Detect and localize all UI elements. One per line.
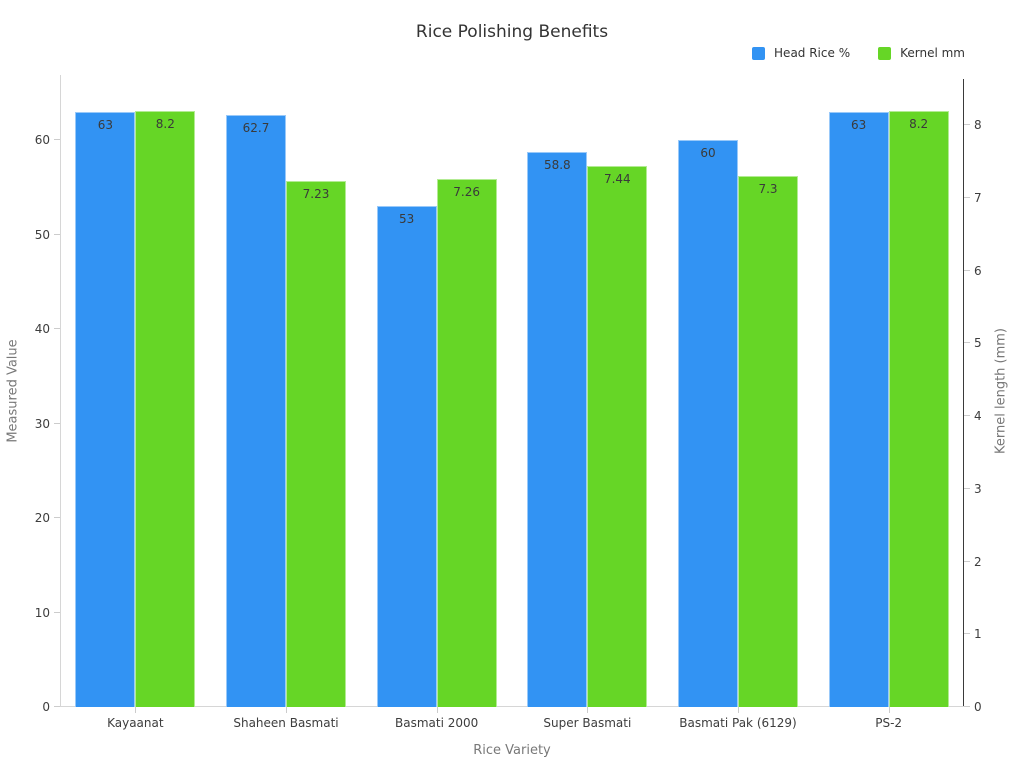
legend-label-head-rice: Head Rice % [774,46,851,60]
y-axis-right-tick-label: 1 [974,627,982,642]
bar-kernel-mm: 7.26 [436,179,497,707]
plot-area: 0 10 20 30 40 50 60 0 1 2 3 4 5 6 7 8 63 8.2 Kayaanat 62.7 7… [35,75,982,730]
bar-kernel-mm: 7.44 [587,165,648,707]
legend-label-kernel-mm: Kernel mm [900,46,965,60]
y-axis-left-tick-label: 40 [34,322,50,337]
x-axis-title: Rice Variety [473,743,551,758]
y-axis-right-tick [964,415,970,417]
y-axis-right-tick-label: 2 [974,554,982,569]
bar-kernel-mm: 8.2 [888,110,949,707]
x-axis-category-label: Kayaanat [107,716,164,730]
y-axis-left-tick [54,328,60,330]
y-axis-left-tick [54,422,60,424]
y-axis-right-tick-label: 0 [974,700,982,714]
bar-value-label: 62.7 [242,120,270,135]
x-axis-tick [738,707,739,713]
bar-value-label: 63 [851,117,867,132]
y-axis-right-tick-label: 7 [974,190,982,205]
y-axis-right-tick-label: 4 [974,409,982,424]
bar-value-label: 8.2 [909,116,929,131]
x-axis-category-label: Shaheen Basmati [233,716,339,730]
x-axis-tick [587,707,589,713]
legend: Head Rice % Kernel mm [752,46,965,60]
bar-value-label: 53 [399,212,415,227]
bar-value-label: 60 [700,146,716,161]
x-axis-tick [436,707,438,713]
y-axis-right-tick [964,124,970,126]
y-axis-left-tick [54,233,60,235]
bar-value-label: 7.44 [603,171,631,186]
chart-title: Rice Polishing Benefits [415,22,609,42]
bar-head-rice: 62.7 [226,114,286,707]
y-axis-right-spine [963,79,964,707]
x-axis-tick [888,707,890,713]
legend-item-kernel-mm: Kernel mm [878,46,965,60]
y-axis-right-tick [964,269,970,271]
y-axis-left-tick [54,139,60,141]
y-axis-right-tick-label: 3 [974,481,982,496]
bar-value-label: 7.23 [302,187,330,202]
y-axis-right-tick [964,633,970,635]
bar-head-rice: 63 [828,111,889,707]
y-axis-left-tick-label: 60 [34,133,50,148]
y-axis-right-title: Kernel length (mm) [993,327,1009,455]
y-axis-right-tick-label: 8 [974,118,982,133]
legend-swatch-kernel-mm-icon [878,46,892,60]
y-axis-right-tick [964,706,970,707]
y-axis-left-tick-label: 20 [34,511,50,526]
y-axis-left-tick-label: 30 [34,416,50,431]
bar-head-rice: 53 [376,206,437,707]
bar-head-rice: 60 [678,140,738,707]
bar-kernel-mm: 7.23 [286,181,346,707]
bar-value-label: 7.3 [758,182,778,197]
bar-kernel-mm: 8.2 [135,110,196,707]
y-axis-left-tick [54,706,60,707]
x-axis-line [60,706,965,707]
x-axis-category-label: Basmati Pak (6129) [679,716,797,730]
y-axis-left-spine [60,75,61,707]
x-axis-category-label: Basmati 2000 [395,716,479,730]
y-axis-right-tick [964,487,970,489]
x-axis-category-label: PS-2 [875,716,903,730]
y-axis-right-tick-label: 5 [974,336,982,351]
x-axis-tick [135,707,137,713]
bar-head-rice: 58.8 [527,151,588,707]
y-axis-right-tick [964,342,970,344]
y-axis-right-tick [964,560,970,562]
bar-kernel-mm: 7.3 [738,176,798,707]
bar-value-label: 63 [97,117,113,132]
x-axis-tick [286,707,287,713]
y-axis-left-tick [54,611,60,613]
y-axis-left-tick-label: 10 [34,605,50,620]
legend-item-head-rice: Head Rice % [752,46,850,60]
y-axis-left-tick [54,517,60,519]
bar-value-label: 8.2 [155,116,175,131]
x-axis-category-label: Super Basmati [543,716,632,730]
bar-value-label: 58.8 [543,157,571,172]
bar-value-label: 7.26 [453,185,481,199]
legend-swatch-head-rice-icon [752,46,766,60]
y-axis-left-title: Measured Value [5,339,21,443]
bar-head-rice: 63 [75,111,136,707]
y-axis-right-tick-label: 6 [974,263,982,278]
y-axis-left-tick-label: 0 [42,700,50,714]
y-axis-right-tick [964,196,970,198]
y-axis-left-tick-label: 50 [34,227,50,242]
